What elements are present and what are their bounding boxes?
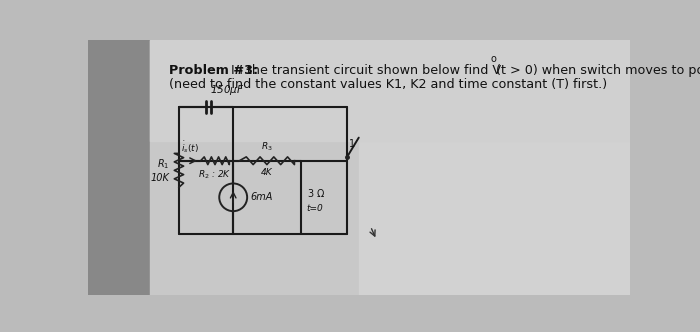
Bar — [88, 40, 150, 295]
Text: t=0: t=0 — [307, 204, 323, 212]
Bar — [150, 40, 630, 141]
Text: 6mA: 6mA — [251, 192, 272, 202]
Text: 4K: 4K — [261, 168, 273, 177]
Bar — [150, 40, 630, 295]
Text: $R_1$: $R_1$ — [158, 157, 169, 171]
Text: Problem #3:: Problem #3: — [169, 64, 258, 77]
Text: o: o — [491, 54, 496, 64]
Text: 10K: 10K — [150, 173, 169, 183]
Text: 150$\mu$F: 150$\mu$F — [210, 83, 244, 97]
Text: 1: 1 — [349, 139, 356, 149]
Bar — [358, 40, 630, 295]
Text: (t > 0) when switch moves to position 2.: (t > 0) when switch moves to position 2. — [496, 64, 700, 77]
Text: $R_3$: $R_3$ — [261, 140, 273, 153]
Text: 3 $\Omega$: 3 $\Omega$ — [307, 188, 325, 200]
Text: (need to find the constant values K1, K2 and time constant (T) first.): (need to find the constant values K1, K2… — [169, 78, 607, 91]
Text: In the transient circuit shown below find V: In the transient circuit shown below fin… — [227, 64, 501, 77]
Text: $\dot{i}_s(t)$: $\dot{i}_s(t)$ — [181, 139, 200, 155]
Text: $R_2$ : 2K: $R_2$ : 2K — [198, 168, 232, 181]
